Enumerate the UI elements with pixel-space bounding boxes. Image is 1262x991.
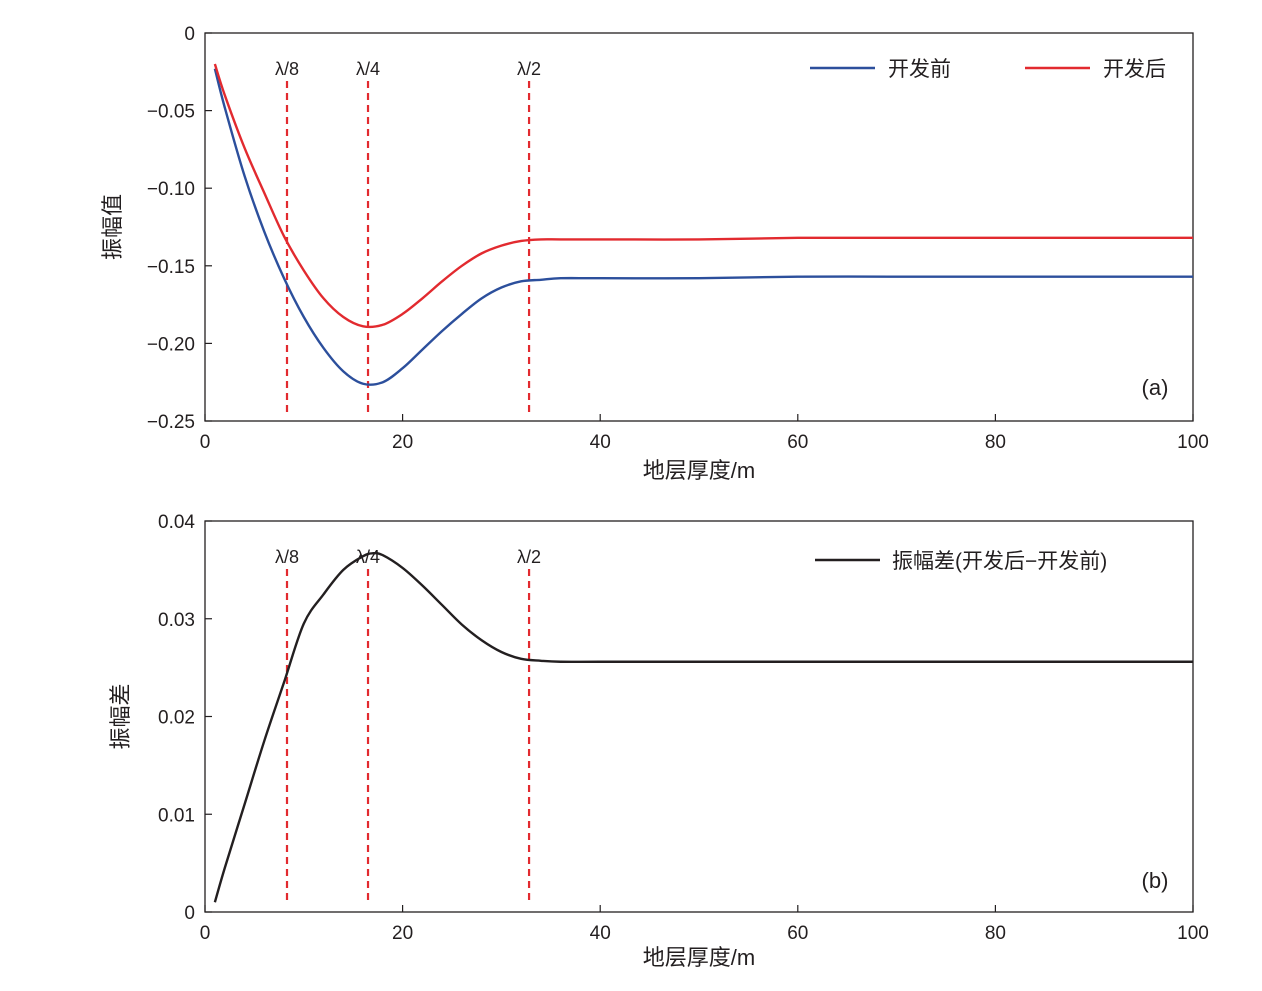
marker-label: λ/4 [356, 59, 380, 79]
x-axis-title: 地层厚度/m [643, 458, 755, 483]
x-tick-label: 80 [985, 923, 1006, 944]
x-tick-label: 0 [200, 432, 211, 453]
y-tick-label: 0.03 [158, 610, 195, 631]
y-tick-label: 0 [184, 903, 195, 924]
legend-label: 振幅差(开发后−开发前) [892, 550, 1107, 573]
marker-label: λ/2 [517, 547, 541, 567]
y-tick-label: 0.01 [158, 805, 195, 826]
y-tick-label: −0.10 [147, 179, 195, 200]
legend-label: 开发后 [1103, 58, 1166, 81]
x-tick-label: 0 [200, 923, 211, 944]
marker-label: λ/4 [356, 547, 380, 567]
y-axis-title: 振幅值 [100, 194, 125, 260]
x-tick-label: 40 [590, 432, 611, 453]
marker-label: λ/8 [275, 547, 299, 567]
panel-label: (b) [1142, 868, 1169, 893]
x-tick-label: 100 [1177, 923, 1209, 944]
series-line-0 [213, 68, 1193, 386]
series-line-0 [213, 551, 1194, 903]
chart-panel-b: 0 20 40 60 80 100 0 0.01 0.02 0.03 0.04 地层厚度/m 振幅差 λ/… [108, 512, 1209, 970]
marker-label: λ/8 [275, 59, 299, 79]
y-tick-label: −0.25 [147, 412, 195, 433]
y-tick-label: 0 [184, 24, 195, 45]
x-tick-label: 100 [1177, 432, 1209, 453]
y-axis-title: 振幅差 [108, 683, 133, 749]
y-tick-label: −0.20 [147, 334, 195, 355]
x-tick-label: 60 [787, 432, 808, 453]
plot-frame [204, 32, 1194, 422]
y-tick-label: −0.05 [147, 102, 195, 123]
y-tick-label: 0.04 [158, 512, 195, 533]
x-axis-title: 地层厚度/m [643, 945, 755, 970]
legend-label: 开发前 [888, 58, 951, 81]
x-tick-label: 80 [985, 432, 1006, 453]
x-tick-label: 20 [392, 923, 413, 944]
series-line-1 [213, 63, 1193, 329]
y-tick-label: 0.02 [158, 708, 195, 729]
x-tick-label: 40 [590, 923, 611, 944]
x-tick-label: 60 [787, 923, 808, 944]
plot-frame [204, 520, 1194, 913]
panel-label: (a) [1142, 375, 1169, 400]
marker-label: λ/2 [517, 59, 541, 79]
chart-panel-a: 0 20 40 60 80 100 0 −0.05 −0.10 −0.15 −0.20 −0.25 地层… [100, 24, 1209, 483]
y-tick-label: −0.15 [147, 257, 195, 278]
x-tick-label: 20 [392, 432, 413, 453]
